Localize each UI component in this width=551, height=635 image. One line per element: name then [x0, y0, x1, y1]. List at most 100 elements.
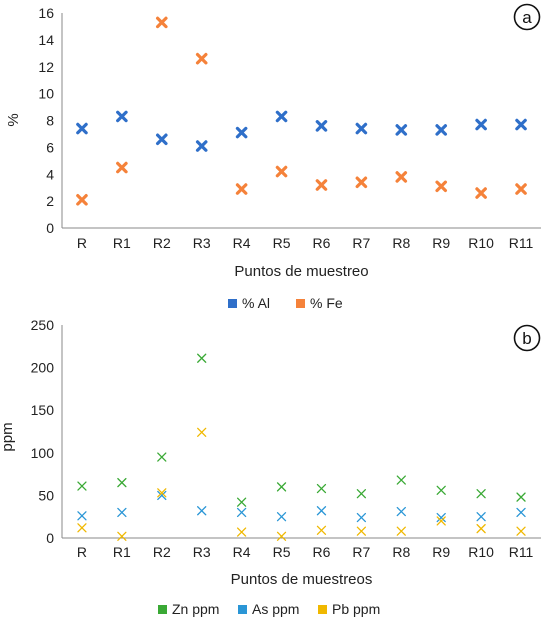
x-tick-label: R9 — [432, 544, 450, 560]
data-point — [316, 525, 327, 535]
data-point — [396, 475, 406, 485]
data-point — [157, 490, 167, 501]
data-point — [436, 516, 446, 526]
x-tick-label: R5 — [273, 544, 291, 560]
data-point — [155, 133, 168, 146]
y-tick-label: 4 — [46, 166, 54, 182]
legend-swatch — [158, 605, 167, 614]
legend-label: Zn ppm — [172, 601, 219, 617]
x-tick-label: R3 — [193, 544, 211, 560]
x-tick-label: R6 — [313, 544, 331, 560]
panel-label: a — [522, 8, 532, 27]
data-point — [316, 483, 327, 494]
data-point — [476, 512, 486, 522]
x-tick-label: R6 — [313, 235, 331, 251]
legend-label: % Al — [242, 295, 270, 311]
data-point — [197, 353, 207, 363]
data-point — [435, 180, 448, 193]
data-point — [436, 512, 446, 523]
data-point — [276, 531, 287, 541]
y-tick-label: 10 — [38, 86, 54, 102]
y-tick-label: 200 — [31, 360, 55, 376]
data-point — [276, 512, 287, 522]
legend-swatch — [318, 605, 327, 614]
y-tick-label: 0 — [46, 530, 54, 546]
data-point — [117, 531, 127, 541]
x-tick-label: R4 — [233, 235, 251, 251]
x-tick-label: R7 — [352, 544, 370, 560]
data-point — [76, 122, 88, 135]
data-point — [155, 16, 168, 29]
data-point — [315, 120, 328, 132]
x-tick-label: R — [77, 544, 87, 560]
data-point — [476, 523, 486, 534]
data-point — [236, 507, 247, 518]
x-tick-label: R5 — [273, 235, 291, 251]
x-tick-label: R7 — [352, 235, 370, 251]
x-tick-label: R9 — [432, 235, 450, 251]
data-point — [236, 497, 247, 507]
data-point — [315, 179, 328, 191]
panel-label-circle — [513, 3, 541, 31]
data-point — [356, 526, 367, 536]
x-tick-label: R1 — [113, 544, 131, 560]
data-point — [355, 176, 368, 189]
y-tick-label: 16 — [38, 5, 54, 21]
y-tick-label: 12 — [38, 59, 54, 75]
data-point — [316, 506, 327, 516]
panel-label: b — [522, 329, 531, 348]
data-point — [515, 118, 527, 131]
x-tick-label: R11 — [509, 544, 534, 560]
data-point — [195, 52, 208, 65]
y-tick-label: 6 — [46, 139, 54, 155]
data-point — [195, 140, 208, 152]
x-tick-label: R11 — [509, 235, 534, 251]
y-tick-label: 0 — [46, 220, 54, 236]
legend-swatch — [228, 299, 237, 308]
legend-label: % Fe — [310, 295, 343, 311]
y-axis-label: % — [5, 113, 22, 126]
data-point — [76, 193, 88, 206]
data-point — [396, 506, 406, 517]
data-point — [116, 110, 128, 123]
data-point — [516, 492, 526, 502]
data-point — [157, 488, 167, 498]
data-point — [117, 507, 127, 518]
data-point — [395, 171, 408, 183]
x-tick-label: R — [77, 235, 87, 251]
x-tick-label: R4 — [233, 544, 251, 560]
x-tick-label: R10 — [468, 544, 494, 560]
y-tick-label: 14 — [38, 32, 54, 48]
x-tick-label: R3 — [193, 235, 211, 251]
data-point — [276, 482, 287, 492]
data-point — [396, 526, 406, 536]
data-point — [235, 126, 248, 139]
x-tick-label: R2 — [153, 235, 171, 251]
y-tick-label: 100 — [31, 445, 55, 461]
data-point — [236, 527, 247, 537]
legend-swatch — [238, 605, 247, 614]
legend-swatch — [296, 299, 305, 308]
data-point — [476, 489, 486, 499]
data-point — [116, 161, 128, 174]
x-axis-label: Puntos de muestreos — [231, 571, 373, 588]
data-point — [356, 512, 367, 523]
data-point — [197, 427, 207, 438]
y-axis-label: ppm — [0, 422, 16, 451]
data-point — [395, 124, 408, 136]
y-tick-label: 2 — [46, 193, 54, 209]
data-point — [516, 507, 526, 518]
data-point — [275, 165, 288, 178]
legend-label: Pb ppm — [332, 601, 380, 617]
data-point — [77, 481, 87, 491]
data-point — [355, 122, 368, 135]
data-point — [77, 523, 87, 533]
x-axis-label: Puntos de muestreo — [234, 263, 368, 280]
data-point — [475, 187, 487, 199]
chart-panel-b: 0 50 100 150 200 250 R R1 R2 R3 R4 R5 R6 R7 R8 R9 R10 R11… — [0, 317, 541, 617]
data-point — [435, 124, 448, 136]
y-tick-label: 50 — [38, 487, 54, 503]
y-tick-label: 150 — [31, 402, 55, 418]
chart-panel-a: 0 2 4 6 8 10 12 14 16 R R1 R2 R3 R4 R5 R6 R7 R8 R9 R10 R11% P… — [5, 3, 541, 311]
x-tick-label: R2 — [153, 544, 171, 560]
